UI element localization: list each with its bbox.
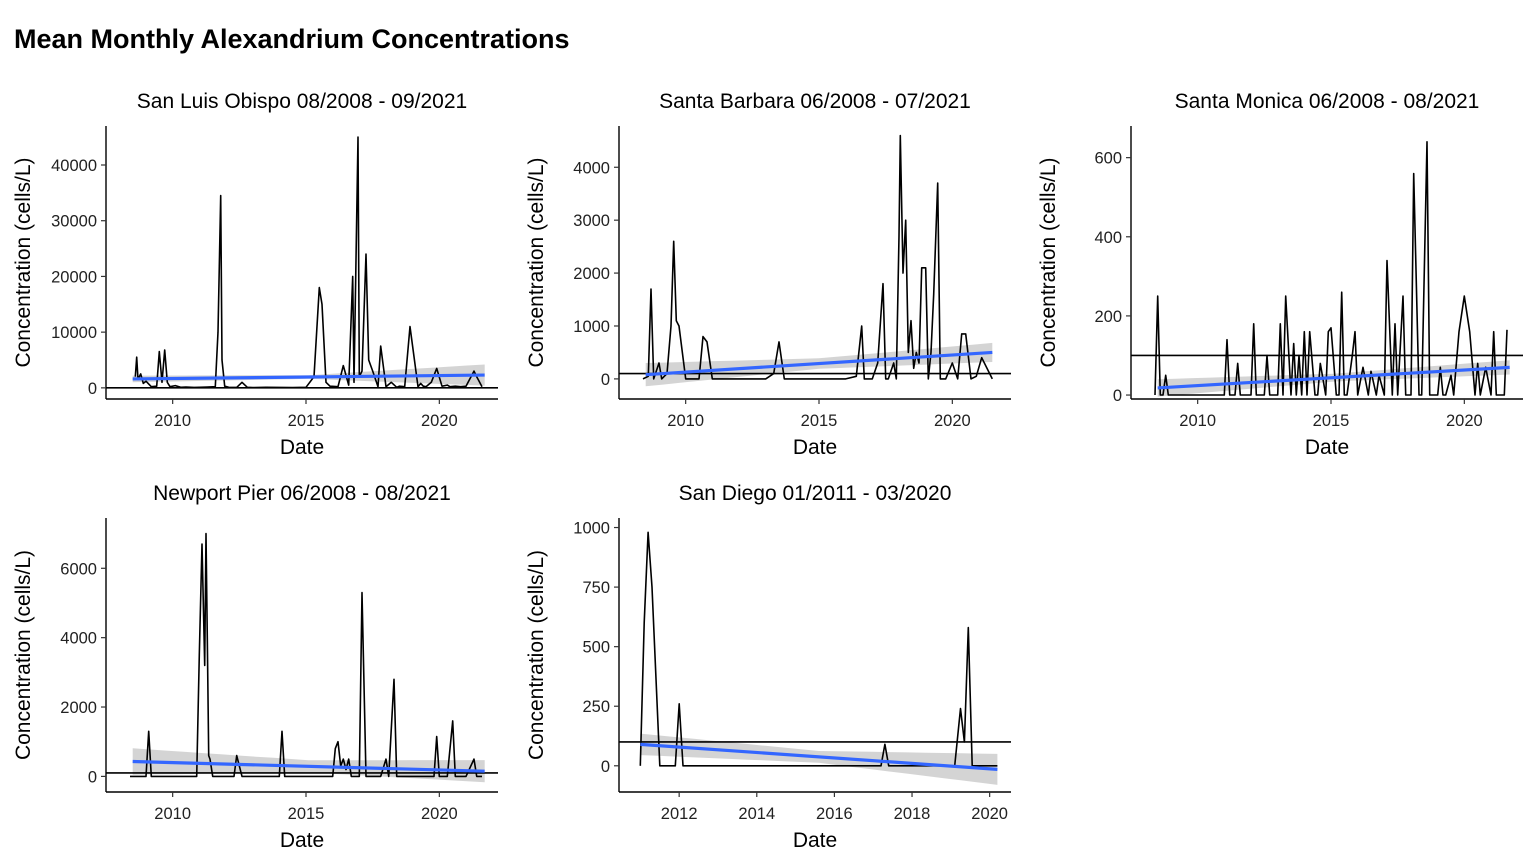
panel-2: Santa Barbara 06/2008 - 07/2021 2010 2015 2… bbox=[525, 90, 1011, 459]
x-tick-label: 2010 bbox=[154, 412, 191, 430]
y-axis-label: Concentration (cells/L) bbox=[12, 550, 35, 760]
x-axis-label: Date bbox=[793, 436, 837, 459]
x-tick-label: 2020 bbox=[1446, 412, 1483, 430]
y-axis-label: Concentration (cells/L) bbox=[525, 157, 548, 367]
y-tick-label: 40000 bbox=[51, 157, 97, 175]
y-tick-label: 30000 bbox=[51, 213, 97, 231]
x-axis-label: Date bbox=[280, 829, 324, 852]
y-axis-label: Concentration (cells/L) bbox=[1037, 157, 1060, 367]
series-line bbox=[639, 531, 998, 767]
x-tick-label: 2014 bbox=[738, 805, 775, 823]
x-tick-label: 2016 bbox=[816, 805, 853, 823]
y-axis-label: Concentration (cells/L) bbox=[12, 157, 35, 367]
x-tick-label: 2010 bbox=[1179, 412, 1216, 430]
x-tick-label: 2012 bbox=[661, 805, 698, 823]
y-tick-label: 3000 bbox=[573, 212, 610, 230]
x-tick-label: 2010 bbox=[667, 412, 704, 430]
panel-1: San Luis Obispo 08/2008 - 09/2021 2010 201… bbox=[12, 90, 498, 459]
y-tick-label: 20000 bbox=[51, 268, 97, 286]
trend-line bbox=[640, 742, 998, 771]
series-line bbox=[642, 134, 994, 380]
x-tick-label: 2015 bbox=[1313, 412, 1350, 430]
y-axis-label: Concentration (cells/L) bbox=[525, 550, 548, 760]
y-tick-label: 0 bbox=[601, 371, 610, 389]
y-tick-label: 10000 bbox=[51, 324, 97, 342]
x-tick-label: 2020 bbox=[934, 412, 971, 430]
y-tick-label: 250 bbox=[582, 698, 610, 716]
x-tick-label: 2015 bbox=[801, 412, 838, 430]
trend-line bbox=[645, 350, 993, 377]
y-tick-label: 4000 bbox=[573, 159, 610, 177]
y-tick-label: 4000 bbox=[60, 630, 97, 648]
x-tick-label: 2015 bbox=[288, 805, 325, 823]
series-line bbox=[130, 532, 482, 778]
x-tick-label: 2020 bbox=[421, 412, 458, 430]
y-tick-label: 0 bbox=[1113, 387, 1122, 405]
y-tick-label: 0 bbox=[601, 758, 610, 776]
y-tick-label: 750 bbox=[582, 579, 610, 597]
main-title: Mean Monthly Alexandrium Concentrations bbox=[14, 24, 570, 54]
series-line bbox=[134, 136, 483, 389]
x-tick-label: 2010 bbox=[154, 805, 191, 823]
trend-line bbox=[132, 373, 485, 381]
y-tick-label: 600 bbox=[1094, 150, 1122, 168]
trend-line bbox=[132, 759, 485, 773]
x-axis-label: Date bbox=[280, 436, 324, 459]
x-axis-label: Date bbox=[793, 829, 837, 852]
y-tick-label: 1000 bbox=[573, 520, 610, 538]
trend-line bbox=[1157, 365, 1510, 390]
panel-title: San Diego 01/2011 - 03/2020 bbox=[679, 482, 952, 505]
panel-title: Newport Pier 06/2008 - 08/2021 bbox=[153, 482, 451, 505]
panel-title: San Luis Obispo 08/2008 - 09/2021 bbox=[137, 90, 467, 113]
y-tick-label: 500 bbox=[582, 639, 610, 657]
x-tick-label: 2015 bbox=[288, 412, 325, 430]
panel-5: San Diego 01/2011 - 03/2020 2012 2014 2016 2… bbox=[525, 482, 1011, 852]
panel-3: Santa Monica 06/2008 - 08/2021 2010 2015 20… bbox=[1037, 90, 1523, 459]
confidence-band bbox=[132, 364, 485, 386]
y-tick-label: 200 bbox=[1094, 308, 1122, 326]
y-tick-label: 2000 bbox=[573, 265, 610, 283]
y-tick-label: 2000 bbox=[60, 699, 97, 717]
y-tick-label: 1000 bbox=[573, 318, 610, 336]
series-line bbox=[1154, 141, 1508, 396]
x-tick-label: 2018 bbox=[894, 805, 931, 823]
y-tick-label: 6000 bbox=[60, 560, 97, 578]
y-tick-label: 0 bbox=[88, 768, 97, 786]
panel-4: Newport Pier 06/2008 - 08/2021 2010 2015 20… bbox=[12, 482, 498, 852]
panel-title: Santa Barbara 06/2008 - 07/2021 bbox=[659, 90, 971, 113]
confidence-band bbox=[640, 733, 998, 785]
x-tick-label: 2020 bbox=[421, 805, 458, 823]
x-axis-label: Date bbox=[1305, 436, 1349, 459]
panel-title: Santa Monica 06/2008 - 08/2021 bbox=[1175, 90, 1480, 113]
y-tick-label: 0 bbox=[88, 380, 97, 398]
x-tick-label: 2020 bbox=[971, 805, 1008, 823]
y-tick-label: 400 bbox=[1094, 229, 1122, 247]
